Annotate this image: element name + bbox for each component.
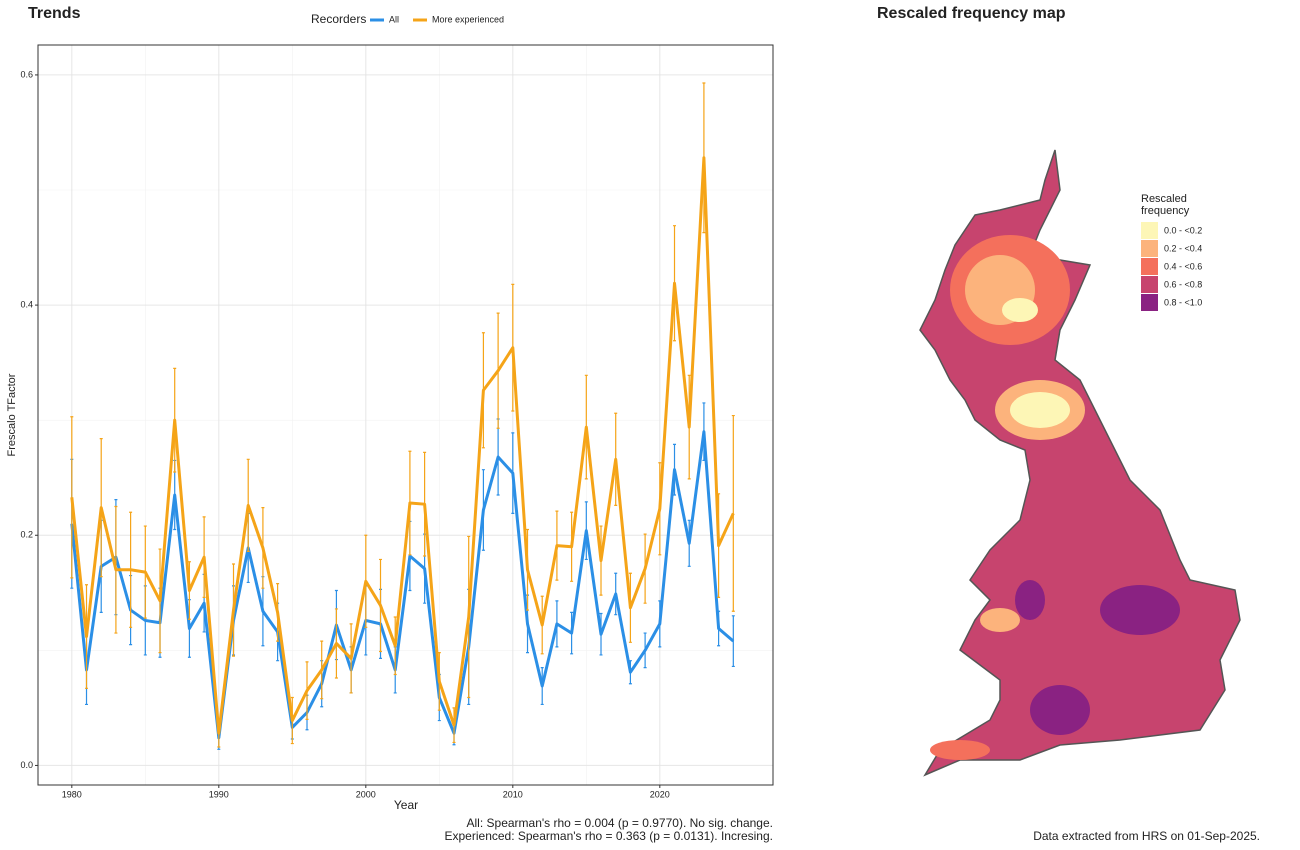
annotation: Experienced: Spearman's rho = 0.363 (p =…: [445, 829, 774, 843]
map-area: [1030, 685, 1090, 735]
x-tick-label: 1990: [209, 789, 229, 799]
series-line: [70, 430, 735, 740]
map-legend-label: 0.8 - <1.0: [1164, 297, 1202, 307]
y-axis-label: Frescalo TFactor: [6, 373, 18, 456]
map-legend-title: Rescaled: [1141, 193, 1187, 205]
map-area: [1100, 585, 1180, 635]
map-area: [1010, 392, 1070, 428]
map-area: [980, 608, 1020, 632]
x-tick-label: 1980: [62, 789, 82, 799]
map-legend-label: 0.4 - <0.6: [1164, 261, 1202, 271]
y-tick-label: 0.4: [20, 299, 33, 309]
map-legend-label: 0.6 - <0.8: [1164, 279, 1202, 289]
map-legend-swatch: [1141, 240, 1158, 257]
error-bar: [70, 416, 74, 579]
map-legend-label: 0.0 - <0.2: [1164, 225, 1202, 235]
series-line: [70, 156, 735, 735]
map-area: [1002, 298, 1038, 322]
map-legend-title: frequency: [1141, 205, 1190, 217]
error-bar: [731, 414, 735, 612]
x-axis-label: Year: [394, 798, 418, 812]
plot-border: [37, 44, 774, 786]
map-legend-label: 0.2 - <0.4: [1164, 243, 1202, 253]
y-tick-label: 0.2: [20, 530, 33, 540]
chart-title: Trends: [28, 5, 81, 22]
x-tick-label: 2000: [356, 789, 376, 799]
map-area: [1015, 580, 1045, 620]
y-tick-label: 0.6: [20, 69, 33, 79]
legend-label: More experienced: [432, 14, 504, 24]
map-legend-swatch: [1141, 222, 1158, 239]
x-tick-label: 2020: [650, 789, 670, 799]
annotation: All: Spearman's rho = 0.004 (p = 0.9770)…: [467, 816, 773, 830]
map-legend-swatch: [1141, 294, 1158, 311]
map-title: Rescaled frequency map: [877, 5, 1066, 22]
footer: Data extracted from HRS on 01-Sep-2025.: [1033, 829, 1260, 843]
x-tick-label: 2010: [503, 789, 523, 799]
legend-label: All: [389, 14, 399, 24]
plot-area: [38, 45, 773, 785]
map-legend-swatch: [1141, 258, 1158, 275]
legend-title: Recorders: [311, 12, 366, 26]
map: [919, 149, 1241, 777]
map-legend-swatch: [1141, 276, 1158, 293]
y-tick-label: 0.0: [20, 760, 33, 770]
map-area: [930, 740, 990, 760]
